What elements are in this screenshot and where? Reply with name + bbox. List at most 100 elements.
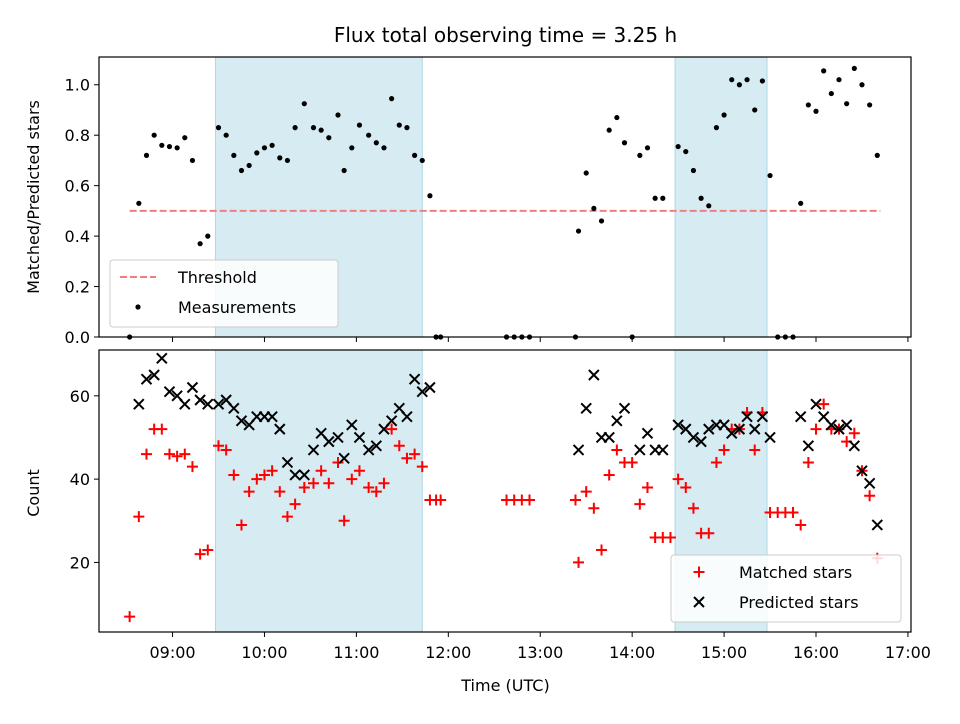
matched-point	[243, 486, 255, 498]
matched-point	[596, 544, 608, 556]
predicted-point	[825, 419, 838, 431]
measurement-point	[166, 143, 173, 150]
predicted-point	[424, 381, 436, 394]
predicted-point	[794, 410, 807, 423]
legend-matched-swatch	[693, 566, 705, 578]
bottom-xlabel: Time (UTC)	[460, 676, 549, 695]
measurement-point	[427, 193, 433, 199]
predicted-point	[726, 427, 738, 440]
predicted-point	[687, 431, 700, 444]
predicted-point	[580, 402, 592, 415]
predicted-point	[133, 398, 145, 410]
xtick-label: 16:00	[793, 643, 839, 662]
matched-point	[386, 423, 398, 435]
matched-point	[818, 398, 830, 410]
measurement-point	[381, 145, 387, 151]
predicted-point	[848, 440, 861, 452]
predicted-point	[764, 431, 776, 444]
predicted-point	[266, 410, 278, 423]
matched-point	[401, 452, 413, 464]
top-shaded-interval-2	[674, 56, 768, 338]
measurement-point	[698, 195, 704, 201]
matched-point	[140, 448, 152, 460]
predicted-point	[235, 415, 248, 427]
matched-point	[266, 465, 278, 477]
top-panel: 0.0 0.2 0.4 0.6 0.8 1.0 Threshold Measurements	[65, 56, 912, 347]
bottom-legend-label: Matched stars	[739, 563, 852, 582]
legend-measurement-swatch	[135, 304, 141, 310]
measurement-point	[736, 82, 743, 88]
measurement-point	[767, 172, 773, 179]
measurement-point	[598, 218, 605, 224]
matched-point	[409, 448, 421, 460]
measurement-point	[867, 102, 873, 108]
top-ylabel: Matched/Predicted stars	[24, 100, 43, 294]
bottom-ytick-label: 20	[70, 553, 90, 572]
predicted-point	[362, 444, 375, 456]
matched-point	[338, 515, 350, 527]
matched-point	[194, 548, 206, 560]
predicted-point	[672, 419, 684, 431]
measurement-point	[851, 65, 857, 71]
measurement-point	[419, 157, 425, 164]
predicted-point	[863, 477, 876, 490]
predicted-point	[603, 431, 615, 444]
measurement-point	[798, 200, 804, 206]
matched-point	[416, 461, 428, 473]
matched-point	[274, 486, 286, 498]
predicted-point	[401, 410, 413, 423]
top-axes-frame	[98, 56, 912, 338]
measurement-point	[349, 145, 355, 151]
matched-point	[626, 456, 638, 468]
measurement-point	[874, 152, 880, 158]
measurement-point	[231, 152, 237, 158]
measurement-point	[675, 143, 681, 150]
measurement-point	[159, 142, 165, 148]
matched-point	[235, 519, 247, 531]
measurement-point	[404, 125, 410, 131]
matched-point	[787, 506, 799, 518]
xtick-label: 12:00	[425, 643, 471, 662]
measurement-point	[366, 132, 372, 138]
measurement-point	[621, 140, 628, 146]
measurement-point	[591, 205, 597, 211]
predicted-point	[588, 369, 600, 381]
measurement-point	[683, 148, 689, 155]
matched-point	[307, 477, 319, 489]
matched-point	[611, 444, 623, 456]
matched-point	[124, 611, 136, 623]
predicted-point	[281, 456, 294, 469]
measurement-point	[805, 102, 811, 108]
measurement-point	[189, 157, 196, 164]
measurement-point	[644, 145, 651, 151]
predicted-point	[212, 398, 225, 410]
matched-point	[220, 444, 232, 456]
measurement-point	[341, 167, 347, 174]
matched-point	[672, 473, 684, 485]
predicted-point	[307, 444, 320, 456]
measurement-point	[301, 101, 307, 107]
measurement-point	[335, 112, 341, 118]
matched-point	[251, 473, 263, 485]
matched-point	[370, 486, 382, 498]
matched-point	[393, 440, 405, 452]
matched-point	[580, 486, 592, 498]
xtick-label: 15:00	[701, 643, 747, 662]
matched-point	[378, 477, 390, 489]
measurement-point	[318, 127, 324, 133]
predicted-point	[179, 398, 191, 410]
predicted-point	[408, 373, 421, 385]
measurement-point	[277, 155, 283, 161]
predicted-point	[618, 402, 631, 415]
matched-point	[795, 519, 807, 531]
matched-point	[524, 494, 536, 506]
matched-point	[864, 490, 876, 502]
measurement-point	[844, 101, 850, 107]
predicted-point	[634, 444, 646, 456]
matched-point	[802, 456, 814, 468]
matched-point	[353, 465, 365, 477]
predicted-point	[657, 444, 669, 456]
top-ytick-label: 0.0	[65, 328, 90, 347]
matched-point	[664, 531, 676, 543]
measurement-point	[713, 125, 720, 131]
